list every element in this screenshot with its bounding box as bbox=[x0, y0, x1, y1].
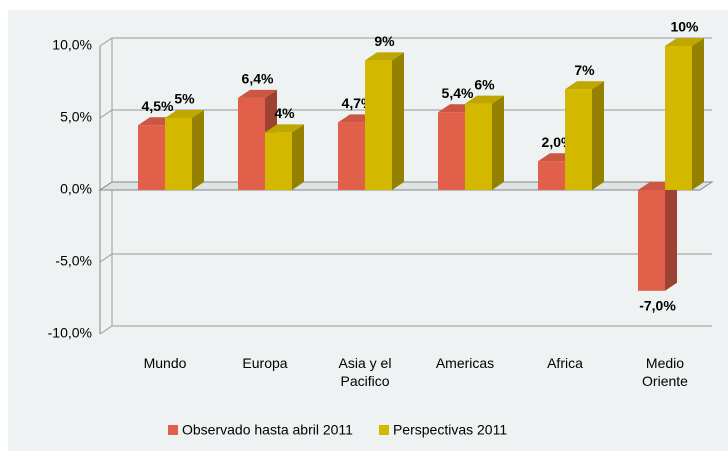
legend-swatch bbox=[378, 425, 389, 435]
data-label: 5% bbox=[174, 91, 195, 107]
bar bbox=[165, 118, 192, 190]
bar bbox=[438, 112, 465, 190]
bar-side bbox=[665, 182, 677, 291]
grid-line bbox=[99, 109, 712, 119]
bar-top bbox=[365, 52, 404, 61]
bar-side bbox=[592, 81, 604, 190]
bar bbox=[638, 190, 665, 291]
bar-top bbox=[465, 95, 504, 104]
bar-side bbox=[292, 124, 304, 190]
bar-top bbox=[265, 124, 304, 133]
bar bbox=[538, 161, 565, 190]
bar-side bbox=[492, 95, 504, 190]
x-tick-label: Europa bbox=[242, 355, 288, 371]
bar-top bbox=[165, 110, 204, 118]
grid-line bbox=[99, 325, 712, 335]
bar bbox=[138, 125, 165, 190]
y-tick-label: -5,0% bbox=[55, 253, 92, 269]
bar bbox=[338, 122, 365, 190]
grid-line bbox=[99, 37, 712, 47]
legend-label: Observado hasta abril 2011 bbox=[182, 422, 353, 438]
bar bbox=[365, 60, 392, 191]
bar bbox=[465, 103, 492, 190]
x-tick-label: Asia y el Pacifico bbox=[338, 355, 392, 389]
data-label: 5,4% bbox=[442, 85, 474, 101]
x-tick-label: Africa bbox=[547, 355, 583, 371]
data-label: -7,0% bbox=[639, 298, 676, 314]
y-tick-label: 10,0% bbox=[52, 37, 92, 53]
y-tick-label: -10,0% bbox=[48, 325, 92, 341]
legend-label: Perspectivas 2011 bbox=[393, 422, 507, 438]
bar-top bbox=[665, 38, 704, 46]
bar bbox=[665, 46, 692, 190]
legend-swatch bbox=[168, 425, 178, 435]
grid-line bbox=[99, 253, 712, 263]
data-label: 9% bbox=[374, 33, 395, 49]
data-label: 6,4% bbox=[242, 71, 274, 87]
bar bbox=[565, 89, 592, 190]
bar-side bbox=[192, 110, 204, 190]
bar bbox=[238, 97, 265, 190]
bar-top bbox=[238, 89, 277, 98]
data-label: 4% bbox=[274, 105, 295, 121]
data-label: 10% bbox=[670, 19, 699, 35]
x-tick-label: Medio Oriente bbox=[642, 355, 688, 389]
x-tick-label: Mundo bbox=[143, 355, 187, 371]
bar-side bbox=[392, 52, 404, 191]
bar-side bbox=[692, 38, 704, 190]
bar bbox=[265, 132, 292, 190]
data-label: 6% bbox=[474, 76, 495, 92]
x-tick-label: Americas bbox=[435, 355, 495, 371]
y-tick-label: 0,0% bbox=[60, 181, 92, 197]
data-label: 7% bbox=[574, 62, 595, 78]
y-tick-label: 5,0% bbox=[60, 109, 92, 125]
data-label: 4,5% bbox=[142, 98, 174, 114]
bar-top bbox=[565, 81, 604, 90]
